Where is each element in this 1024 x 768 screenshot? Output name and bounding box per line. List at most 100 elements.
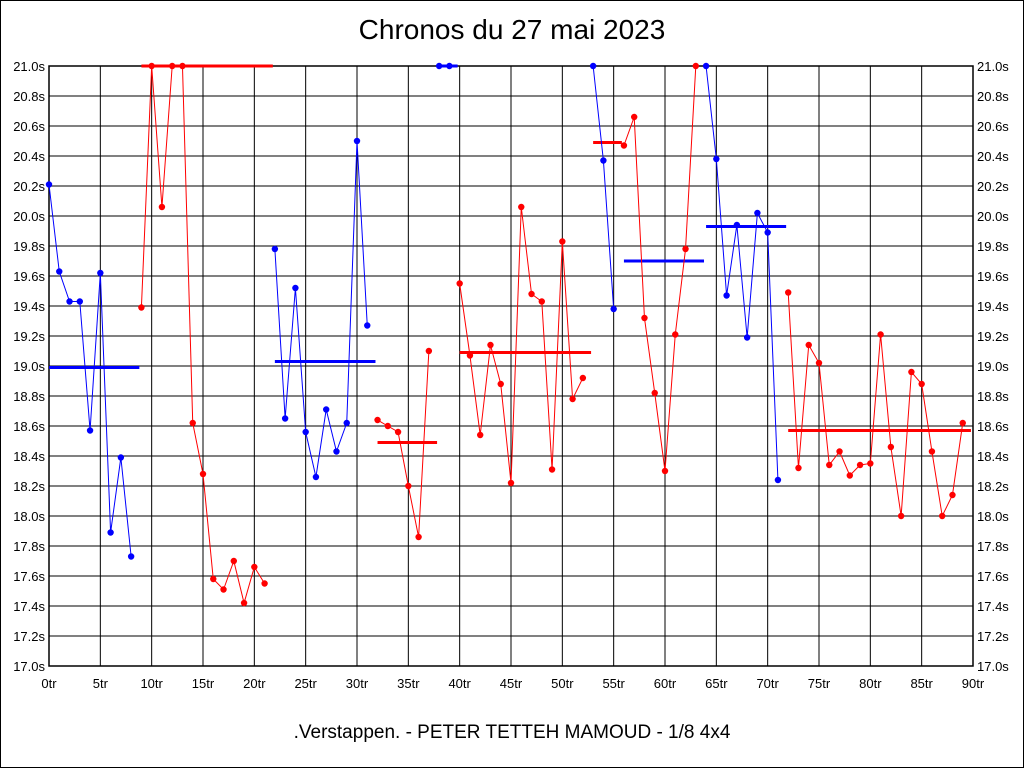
data-point [682, 245, 689, 253]
data-point [959, 419, 966, 427]
data-point [466, 352, 474, 359]
data-point [713, 155, 720, 163]
series-line [623, 65, 697, 472]
data-point [600, 157, 607, 164]
data-point [548, 466, 556, 473]
data-point [949, 491, 956, 499]
data-point [169, 62, 176, 70]
chart-title: Chronos du 27 mai 2023 [358, 14, 666, 45]
y-tick-label-left: 20.8s [13, 89, 45, 104]
y-tick-label-left: 20.2s [13, 179, 45, 194]
x-tick-label: 10tr [140, 676, 163, 691]
data-point [754, 209, 761, 217]
y-tick-label-right: 17.6s [977, 569, 1009, 584]
data-point [127, 553, 135, 560]
data-point [897, 512, 905, 520]
data-point [538, 298, 545, 305]
series-line [274, 140, 368, 478]
y-tick-label-left: 18.0s [13, 509, 45, 524]
data-point [230, 557, 237, 565]
y-tick-label-right: 18.0s [977, 509, 1009, 524]
data-point [631, 113, 638, 121]
data-point [743, 334, 751, 341]
x-tick-label: 55tr [602, 676, 625, 691]
x-tick-label: 0tr [41, 676, 57, 691]
x-tick-label: 15tr [192, 676, 215, 691]
y-tick-label-right: 19.4s [977, 299, 1009, 314]
data-point [723, 292, 730, 299]
data-point [887, 443, 895, 451]
y-tick-label-left: 19.0s [13, 359, 45, 374]
data-point [928, 448, 936, 455]
data-point [394, 428, 402, 436]
data-point [702, 62, 710, 70]
series-line [705, 65, 779, 481]
chart-footer: .Verstappen. - PETER TETTEH MAMOUD - 1/8… [293, 722, 731, 743]
data-point [343, 419, 350, 427]
data-point [56, 268, 63, 275]
data-point [620, 142, 628, 149]
data-point [559, 238, 566, 245]
data-point [179, 62, 186, 70]
data-point [641, 314, 648, 322]
y-tick-label-left: 17.0s [13, 659, 45, 674]
x-tick-label: 90tr [962, 676, 985, 691]
y-tick-label-left: 20.6s [13, 119, 45, 134]
y-tick-label-right: 19.0s [977, 359, 1009, 374]
data-point [651, 389, 658, 397]
data-point [836, 448, 843, 455]
data-point [45, 181, 53, 188]
data-point [425, 347, 433, 355]
x-tick-label: 85tr [910, 676, 933, 691]
y-tick-label-left: 20.0s [13, 209, 45, 224]
data-point [323, 406, 330, 413]
data-point [353, 137, 361, 145]
x-tick-label: 45tr [500, 676, 523, 691]
data-point [158, 203, 166, 211]
data-point [795, 464, 802, 472]
data-point [312, 473, 320, 481]
y-tick-label-right: 19.2s [977, 329, 1009, 344]
y-tick-label-right: 17.0s [977, 659, 1009, 674]
y-tick-label-left: 17.8s [13, 539, 45, 554]
data-point [281, 415, 289, 422]
data-point [292, 284, 299, 292]
data-point [589, 62, 597, 70]
y-tick-label-right: 18.8s [977, 389, 1009, 404]
x-tick-label: 35tr [397, 676, 420, 691]
y-tick-label-left: 18.8s [13, 389, 45, 404]
data-point [661, 467, 669, 475]
y-tick-label-right: 18.4s [977, 449, 1009, 464]
data-point [86, 427, 94, 434]
data-point [918, 380, 925, 388]
data-point [672, 331, 679, 338]
x-tick-label: 70tr [756, 676, 779, 691]
data-point [579, 374, 587, 382]
x-tick-label: 75tr [808, 676, 831, 691]
data-point [415, 533, 422, 541]
y-tick-label-right: 19.8s [977, 239, 1009, 254]
y-tick-label-left: 19.4s [13, 299, 45, 314]
y-tick-label-left: 18.4s [13, 449, 45, 464]
data-point [487, 341, 494, 349]
y-tick-label-right: 18.6s [977, 419, 1009, 434]
data-point [856, 461, 864, 469]
y-tick-label-right: 20.2s [977, 179, 1009, 194]
data-point [220, 586, 227, 593]
x-tick-label: 25tr [294, 676, 317, 691]
data-point [785, 289, 792, 296]
y-tick-label-left: 17.2s [13, 629, 45, 644]
y-tick-label-right: 17.4s [977, 599, 1009, 614]
x-tick-label: 60tr [654, 676, 677, 691]
data-point [199, 470, 207, 478]
x-tick-label: 80tr [859, 676, 882, 691]
data-point [117, 454, 125, 461]
data-point [805, 341, 812, 349]
data-point [333, 448, 340, 455]
x-tick-label: 50tr [551, 676, 574, 691]
data-point [76, 298, 84, 305]
y-tick-label-right: 20.8s [977, 89, 1009, 104]
series-line [787, 292, 964, 518]
data-point [138, 304, 145, 311]
data-point [877, 331, 884, 338]
